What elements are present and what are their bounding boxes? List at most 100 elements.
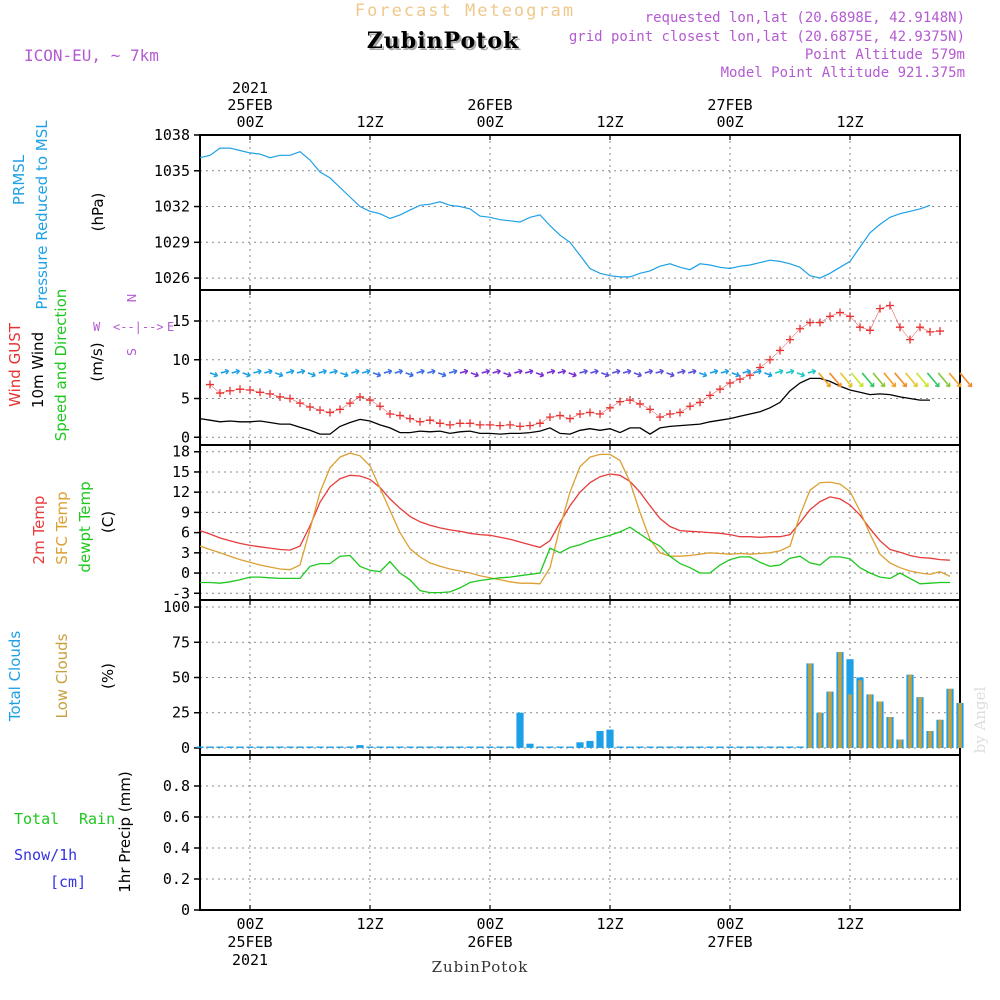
watermark: by Angel [971,686,989,753]
wind-direction-arrow [514,370,523,374]
wind-direction-arrow [579,370,588,374]
wind-direction-arrow [568,372,577,377]
wind-label-gust: Wind GUST [6,322,24,407]
total-cloud-bar [566,746,574,748]
wind-direction-arrow [622,370,631,374]
wind-direction-arrowhead [441,371,447,378]
panel-frame [199,754,961,911]
low-cloud-bar [828,691,832,748]
wind-direction-arrowhead [550,368,556,375]
y-tick-label: 25 [172,704,190,722]
wind-direction-arrowhead [322,368,327,375]
panel-wind: 0 5 10 15 [172,290,973,446]
y-tick-label: -3 [172,584,190,602]
total-cloud-bar [356,745,364,748]
wind-direction-arrow [437,372,447,377]
temp-line-1 [199,452,951,585]
total-cloud-bar [706,746,714,748]
total-cloud-bar [396,746,404,748]
pressure-label-msl: Pressure Reduced to MSL [33,120,51,310]
wind-direction-arrowhead [826,382,831,388]
cloud-unit: (%) [99,663,117,689]
total-cloud-bar [716,746,724,748]
total-cloud-bar [326,746,334,748]
wind-direction-arrow [601,372,610,377]
wind-direction-arrow [242,372,251,377]
top-time-label: 12Z [596,113,623,131]
wind-direction-arrow [872,372,886,388]
temp-label-sfc: SFC Temp [53,491,71,564]
bottom-time-label: 12Z [596,915,623,933]
low-cloud-bar [808,663,812,748]
total-cloud-bar [366,746,374,748]
total-cloud-bar [786,746,794,748]
y-tick-label: 9 [181,503,190,521]
wind-direction-arrowhead [333,368,338,375]
wind-direction-arrow [535,372,544,377]
wind-direction-arrowhead [452,368,458,375]
wind-direction-arrow [503,372,512,377]
wind-direction-arrowhead [409,371,414,378]
wind-direction-arrow [296,370,305,374]
wind-direction-arrow [525,370,534,374]
wind-direction-arrowhead [702,371,708,378]
panel-labels: PRMSL Pressure Reduced to MSL (hPa) Wind GU… [6,120,174,893]
wind-direction-arrow [796,372,805,377]
total-cloud-bar [526,743,534,748]
total-cloud-bar [506,746,514,748]
temp-label-dewpt: dewpt Temp [76,481,94,572]
total-cloud-bar [796,746,804,748]
wind-direction-arrow [698,372,707,377]
total-cloud-bar [276,746,284,748]
total-cloud-bar [756,746,764,748]
total-cloud-bar [666,746,674,748]
low-cloud-bar [888,717,892,748]
temp-unit: (C) [99,511,117,533]
total-cloud-bar [766,746,774,748]
y-tick-label: 1032 [154,198,190,216]
y-tick-label: 0 [181,564,190,582]
top-time-label: 2021 [232,79,268,97]
total-cloud-bar [226,746,234,748]
wind-direction-arrow [209,372,218,377]
bottom-time-label: 00Z [236,915,263,933]
wind-speed-line [199,377,930,435]
wind-direction-arrowhead [789,368,795,375]
panel-precip: 0 0.2 0.4 0.6 0.8 [163,754,961,919]
top-time-label: 00Z [476,113,503,131]
total-cloud-bar [636,746,644,748]
temp-label-2m: 2m Temp [30,496,48,565]
wind-direction-arrow [850,372,864,388]
panel-clouds: 0 25 50 75 100 [163,598,964,757]
wind-direction-arrow [677,370,686,374]
total-cloud-bar [196,746,204,748]
wind-direction-arrowhead [485,368,491,375]
station-title: ZubinPotok [367,28,520,54]
wind-direction-arrow [709,370,718,374]
wind-direction-arrow [731,372,740,377]
wind-direction-arrowhead [778,368,784,375]
wind-direction-arrowhead [637,371,642,378]
bottom-time-label: 26FEB [467,933,512,951]
wind-direction-arrow [688,370,697,374]
low-cloud-bar [818,712,822,748]
wind-direction-arrow [361,370,371,374]
top-time-label: 26FEB [467,96,512,114]
total-cloud-bar [346,746,354,748]
footer-station: ZubinPotok [432,958,529,976]
wind-direction-arrow [775,370,784,374]
wind-direction-arrowhead [767,371,773,378]
wind-direction-arrowhead [604,371,610,378]
wind-direction-arrowhead [213,371,219,378]
total-cloud-bar [446,746,454,748]
panel-frame [199,134,961,291]
total-cloud-bar [776,746,784,748]
y-tick-label: 1026 [154,269,190,287]
panel-pressure: 1026 1029 1032 1035 1038 [154,126,961,291]
wind-direction-arrowhead [724,368,730,375]
wind-direction-arrow [720,370,729,374]
total-cloud-bar [516,712,524,748]
top-time-label: 12Z [836,113,863,131]
y-tick-label: 0 [181,901,190,919]
